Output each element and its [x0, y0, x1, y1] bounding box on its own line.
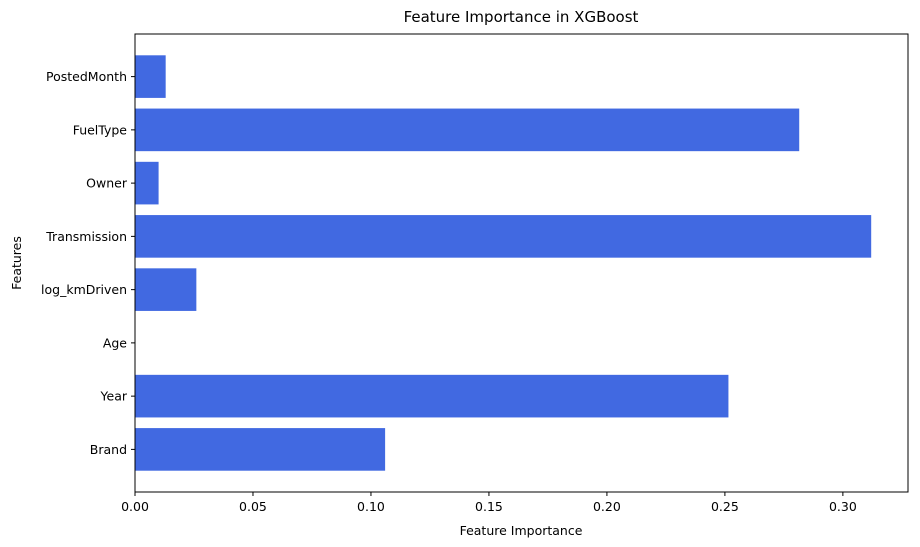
x-tick-label: 0.30 — [829, 499, 857, 514]
bar-Year — [135, 374, 729, 418]
x-tick-label: 0.20 — [593, 499, 621, 514]
chart-title: Feature Importance in XGBoost — [404, 8, 639, 26]
y-axis: Brand Year Age log_kmDriven Transmission Owne… — [41, 69, 135, 457]
bar-log_kmDriven — [135, 268, 197, 311]
y-tick-label: Transmission — [45, 229, 127, 244]
y-tick-label: PostedMonth — [46, 69, 127, 84]
x-axis: 0.00 0.05 0.10 0.15 0.20 0.25 0.30 — [121, 492, 857, 514]
y-tick-label: FuelType — [73, 122, 128, 137]
x-tick-label: 0.05 — [239, 499, 267, 514]
x-tick-label: 0.10 — [357, 499, 385, 514]
x-axis-label: Feature Importance — [460, 523, 583, 538]
x-tick-label: 0.15 — [475, 499, 503, 514]
bar-Brand — [135, 428, 386, 471]
y-tick-label: Age — [103, 335, 127, 350]
bar-FuelType — [135, 108, 800, 152]
x-tick-label: 0.00 — [121, 499, 149, 514]
y-tick-label: Owner — [86, 176, 128, 191]
bar-PostedMonth — [135, 55, 166, 98]
y-tick-label: log_kmDriven — [41, 282, 127, 297]
y-tick-label: Year — [100, 389, 128, 404]
bars-group — [135, 55, 872, 471]
x-tick-label: 0.25 — [711, 499, 739, 514]
y-axis-label: Features — [9, 236, 24, 290]
plot-frame — [134, 33, 909, 493]
bar-Transmission — [135, 215, 872, 258]
y-tick-label: Brand — [90, 442, 127, 457]
bar-Owner — [135, 161, 159, 205]
